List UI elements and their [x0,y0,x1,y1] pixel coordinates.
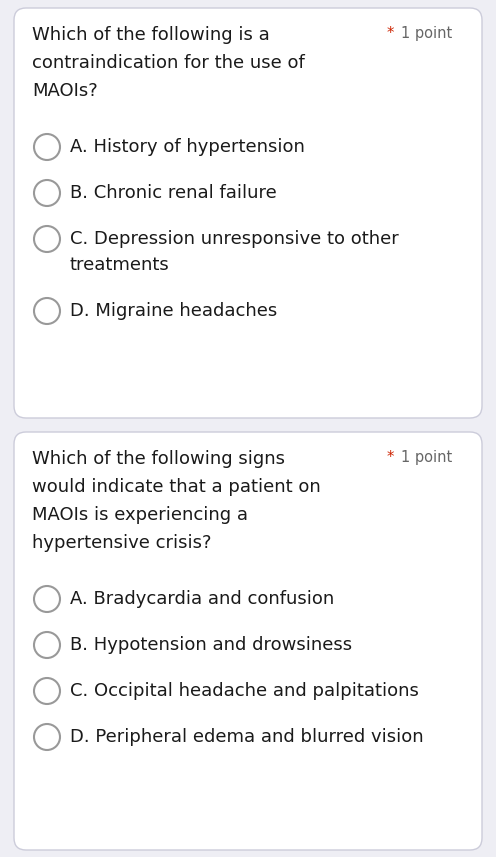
Text: Which of the following is a: Which of the following is a [32,26,270,44]
Text: *: * [387,26,399,41]
Text: hypertensive crisis?: hypertensive crisis? [32,534,211,552]
Circle shape [34,180,60,206]
Text: C. Depression unresponsive to other: C. Depression unresponsive to other [70,230,399,248]
Text: would indicate that a patient on: would indicate that a patient on [32,478,321,496]
Circle shape [34,678,60,704]
Text: *: * [387,450,399,465]
Text: MAOIs?: MAOIs? [32,82,98,100]
Circle shape [34,226,60,252]
Circle shape [34,632,60,658]
Circle shape [34,586,60,612]
Text: D. Peripheral edema and blurred vision: D. Peripheral edema and blurred vision [70,728,424,746]
Text: 1 point: 1 point [401,450,452,465]
Text: MAOIs is experiencing a: MAOIs is experiencing a [32,506,248,524]
Text: Which of the following signs: Which of the following signs [32,450,285,468]
Text: contraindication for the use of: contraindication for the use of [32,54,305,72]
Text: A. History of hypertension: A. History of hypertension [70,138,305,156]
Circle shape [34,134,60,160]
FancyBboxPatch shape [14,432,482,850]
Text: A. Bradycardia and confusion: A. Bradycardia and confusion [70,590,334,608]
FancyBboxPatch shape [14,8,482,418]
Text: treatments: treatments [70,256,170,274]
Text: B. Chronic renal failure: B. Chronic renal failure [70,184,277,202]
Text: 1 point: 1 point [401,26,452,41]
Text: C. Occipital headache and palpitations: C. Occipital headache and palpitations [70,682,419,700]
Text: B. Hypotension and drowsiness: B. Hypotension and drowsiness [70,636,352,654]
Text: D. Migraine headaches: D. Migraine headaches [70,302,277,320]
Circle shape [34,298,60,324]
Circle shape [34,724,60,750]
